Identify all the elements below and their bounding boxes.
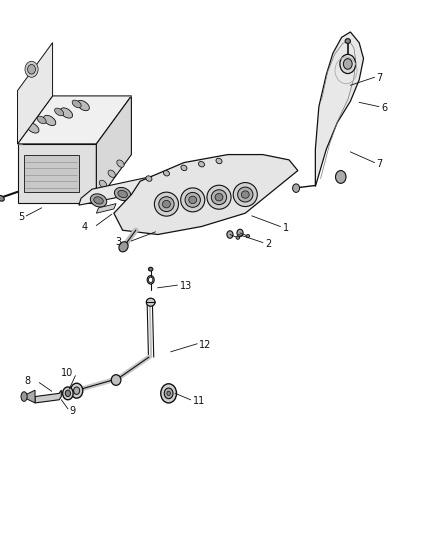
Polygon shape: [18, 144, 96, 203]
Ellipse shape: [77, 100, 89, 111]
Ellipse shape: [108, 170, 115, 177]
Polygon shape: [79, 155, 263, 205]
Ellipse shape: [138, 181, 155, 194]
Circle shape: [74, 387, 80, 394]
Ellipse shape: [28, 64, 35, 74]
Ellipse shape: [21, 392, 27, 401]
Ellipse shape: [142, 184, 152, 191]
Polygon shape: [96, 96, 131, 203]
Ellipse shape: [163, 171, 170, 176]
Ellipse shape: [187, 168, 203, 181]
Ellipse shape: [207, 185, 231, 209]
Ellipse shape: [72, 100, 81, 108]
Ellipse shape: [119, 241, 128, 252]
Ellipse shape: [117, 160, 124, 167]
Circle shape: [147, 276, 154, 284]
Ellipse shape: [180, 188, 205, 212]
Ellipse shape: [25, 61, 38, 77]
Polygon shape: [114, 155, 298, 235]
Ellipse shape: [146, 176, 152, 181]
Ellipse shape: [43, 115, 56, 126]
Circle shape: [65, 390, 71, 397]
Text: 7: 7: [377, 159, 383, 168]
Ellipse shape: [215, 193, 223, 201]
Text: 8: 8: [25, 376, 31, 386]
Ellipse shape: [94, 197, 103, 204]
Ellipse shape: [111, 375, 121, 385]
Text: 5: 5: [18, 212, 24, 222]
Polygon shape: [18, 43, 53, 144]
Text: 13: 13: [180, 281, 192, 291]
Circle shape: [164, 388, 173, 399]
Text: 9: 9: [69, 407, 75, 416]
Ellipse shape: [154, 192, 178, 216]
Polygon shape: [26, 390, 35, 403]
Text: 3: 3: [116, 237, 122, 247]
Ellipse shape: [37, 116, 46, 124]
Ellipse shape: [233, 182, 258, 207]
Ellipse shape: [118, 190, 127, 198]
Text: 11: 11: [193, 396, 205, 406]
Text: 1: 1: [283, 223, 289, 232]
Circle shape: [237, 229, 243, 237]
Text: 12: 12: [199, 340, 212, 350]
Circle shape: [63, 387, 73, 400]
Ellipse shape: [198, 161, 205, 167]
Polygon shape: [24, 155, 79, 192]
Circle shape: [167, 391, 170, 395]
Ellipse shape: [181, 165, 187, 171]
Ellipse shape: [185, 192, 200, 207]
Ellipse shape: [148, 268, 153, 271]
Ellipse shape: [345, 39, 350, 44]
Ellipse shape: [190, 171, 200, 179]
Polygon shape: [35, 390, 61, 403]
Circle shape: [343, 59, 352, 69]
Ellipse shape: [159, 197, 174, 212]
Text: 6: 6: [381, 103, 387, 112]
Text: 7: 7: [377, 74, 383, 83]
Ellipse shape: [241, 191, 249, 198]
Ellipse shape: [237, 187, 253, 202]
Ellipse shape: [0, 196, 4, 201]
Circle shape: [336, 171, 346, 183]
Circle shape: [148, 277, 153, 282]
Circle shape: [227, 231, 233, 238]
Ellipse shape: [146, 298, 155, 306]
Ellipse shape: [55, 108, 64, 116]
Ellipse shape: [90, 194, 107, 207]
Ellipse shape: [166, 177, 176, 185]
Ellipse shape: [114, 188, 131, 200]
Circle shape: [71, 383, 83, 398]
Ellipse shape: [60, 108, 73, 118]
Ellipse shape: [162, 200, 170, 208]
Ellipse shape: [216, 158, 222, 164]
Ellipse shape: [236, 236, 240, 239]
Ellipse shape: [189, 196, 197, 204]
Text: 10: 10: [61, 368, 74, 378]
Ellipse shape: [219, 164, 228, 172]
Circle shape: [293, 184, 300, 192]
Text: 4: 4: [81, 222, 88, 231]
Ellipse shape: [215, 161, 232, 174]
Polygon shape: [18, 96, 131, 144]
Text: 2: 2: [265, 239, 271, 248]
Ellipse shape: [211, 190, 227, 205]
Ellipse shape: [162, 175, 179, 188]
Ellipse shape: [246, 235, 250, 238]
Ellipse shape: [99, 180, 106, 188]
Ellipse shape: [27, 123, 39, 133]
Polygon shape: [96, 204, 116, 213]
Circle shape: [340, 54, 356, 74]
Polygon shape: [315, 32, 364, 187]
Circle shape: [161, 384, 177, 403]
